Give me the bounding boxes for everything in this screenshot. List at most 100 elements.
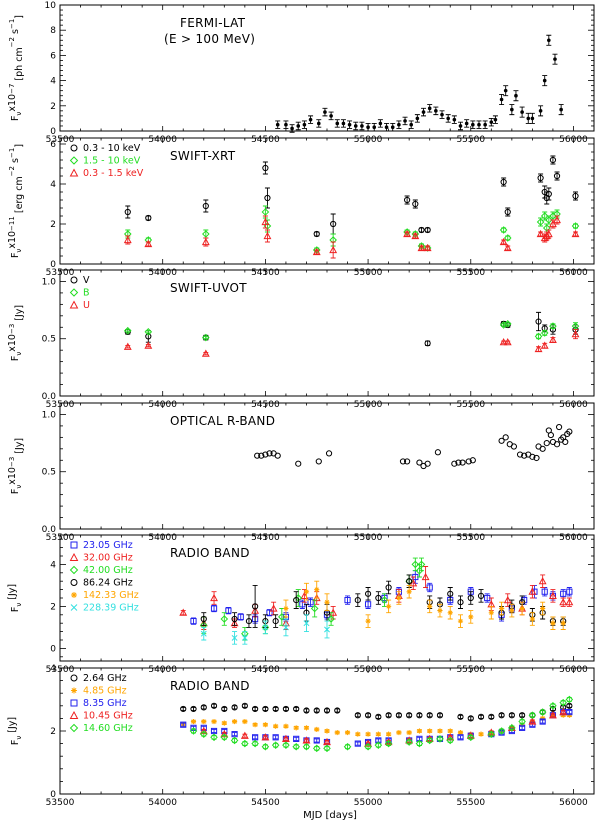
data-point	[466, 733, 475, 742]
data-point	[446, 736, 455, 745]
data-point	[427, 728, 433, 734]
data-point	[144, 239, 153, 248]
data-point	[572, 192, 579, 200]
data-point	[344, 597, 351, 604]
data-point	[403, 119, 407, 123]
data-point	[425, 736, 434, 745]
data-point	[499, 237, 508, 246]
legend-label: 32.00 GHz	[83, 553, 133, 564]
error-bar	[529, 719, 535, 724]
data-point	[457, 729, 464, 736]
data-point	[123, 326, 132, 335]
data-point	[516, 451, 524, 458]
data-point	[252, 705, 259, 713]
legend-marker	[71, 592, 77, 598]
data-point	[446, 116, 450, 121]
data-point	[293, 705, 300, 713]
error-bar	[560, 710, 566, 715]
panel-title: SWIFT-XRT	[170, 149, 235, 163]
y-tick-label: 0	[50, 127, 56, 137]
data-point	[540, 715, 546, 721]
error-bar	[314, 738, 320, 743]
series-14-60-ghz	[189, 695, 574, 753]
data-point	[354, 597, 361, 604]
data-point	[190, 618, 197, 625]
y-label-part: −3	[8, 324, 16, 334]
data-point	[553, 441, 561, 448]
legend-label: 228.39 GHz	[83, 603, 139, 614]
data-point	[282, 741, 290, 749]
legend-marker	[69, 156, 79, 165]
y-label-part: −11	[8, 216, 16, 231]
data-point	[386, 731, 392, 737]
legend: VBU	[69, 275, 90, 311]
data-point	[354, 712, 361, 719]
data-point	[360, 124, 364, 128]
x-tick-label: 56000	[559, 798, 588, 808]
x-tick-label: 55500	[456, 798, 485, 808]
y-tick-label: 0.0	[42, 392, 57, 402]
data-point	[261, 733, 270, 741]
data-point	[436, 712, 444, 719]
data-point	[405, 738, 413, 746]
data-point	[411, 560, 420, 569]
y-tick-label: 10	[45, 1, 57, 11]
data-point	[424, 460, 431, 467]
data-point	[545, 216, 553, 224]
data-point	[416, 459, 423, 466]
data-point	[262, 624, 269, 631]
data-point	[241, 702, 248, 709]
data-point	[487, 730, 496, 738]
data-point	[424, 226, 431, 234]
error-bar	[566, 710, 572, 715]
data-point	[548, 335, 557, 343]
data-point	[190, 705, 197, 713]
data-point	[179, 608, 188, 616]
data-point	[536, 218, 545, 226]
panel-title: SWIFT-UVOT	[170, 281, 247, 295]
data-point	[518, 717, 526, 726]
data-point	[343, 742, 352, 751]
data-point	[201, 349, 210, 357]
data-point	[329, 245, 338, 254]
data-point	[416, 728, 423, 734]
data-point	[549, 322, 557, 330]
data-point	[365, 731, 371, 737]
data-point	[412, 200, 419, 208]
data-point	[123, 235, 132, 244]
error-bar	[573, 231, 579, 237]
error-bar	[501, 239, 507, 245]
error-bar	[145, 344, 151, 348]
data-point	[324, 728, 330, 734]
data-point	[547, 431, 554, 439]
error-bar	[242, 733, 248, 738]
series-142-33-ghz	[283, 580, 566, 630]
data-point	[202, 230, 210, 238]
data-point	[293, 735, 300, 742]
legend-label: 1.5 - 10 keV	[83, 156, 141, 167]
data-point	[364, 712, 372, 719]
data-point	[548, 591, 557, 599]
error-bar	[468, 591, 474, 605]
data-point	[315, 458, 322, 465]
data-point	[313, 707, 320, 714]
data-point	[488, 610, 494, 616]
data-point	[534, 332, 543, 341]
data-point	[355, 731, 361, 737]
error-bar	[536, 311, 542, 332]
data-point	[261, 742, 270, 751]
data-point	[409, 122, 414, 127]
data-point	[455, 459, 462, 466]
panel-title: RADIO BAND	[170, 546, 249, 560]
legend-marker	[70, 276, 78, 284]
error-bar	[203, 199, 209, 213]
data-point	[488, 713, 495, 720]
data-point	[300, 591, 309, 599]
data-point	[278, 613, 286, 621]
legend-label: 10.45 GHz	[83, 711, 133, 722]
data-point	[503, 234, 512, 242]
error-bar	[203, 352, 209, 356]
y-tick-label: 6	[50, 140, 56, 150]
